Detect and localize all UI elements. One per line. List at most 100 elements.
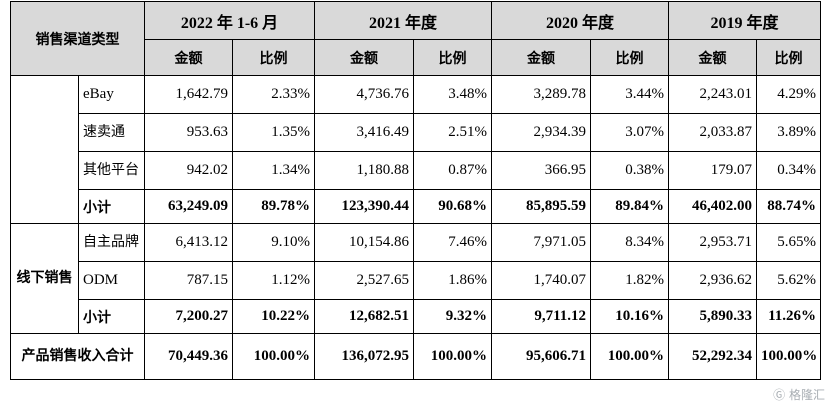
ratio-cell: 0.34%	[756, 151, 822, 190]
ratio-cell: 5.62%	[756, 261, 822, 300]
amount-cell: 9,711.12	[491, 299, 592, 334]
amount-cell: 2,934.39	[491, 113, 592, 152]
amount-cell: 2,527.65	[314, 261, 414, 300]
watermark-icon: Ⓖ	[773, 388, 786, 402]
amount-cell: 2,936.62	[668, 261, 758, 300]
amount-cell: 12,682.51	[314, 299, 414, 334]
amount-cell: 5,890.33	[668, 299, 758, 334]
ratio-cell: 5.65%	[756, 223, 822, 262]
offline-group-label: 线下销售	[10, 223, 79, 334]
amount-cell: 95,606.71	[491, 333, 592, 380]
table-row-aliexpress: 速卖通 953.63 1.35% 3,416.49 2.51% 2,934.39…	[11, 113, 822, 152]
header-amount: 金额	[314, 39, 414, 76]
channel-label: eBay	[78, 75, 145, 114]
amount-cell: 46,402.00	[668, 189, 758, 224]
amount-cell: 7,200.27	[144, 299, 233, 334]
amount-cell: 4,736.76	[314, 75, 414, 114]
ratio-cell: 1.34%	[232, 151, 315, 190]
ratio-cell: 90.68%	[412, 189, 493, 224]
header-period: 2019 年度	[668, 1, 822, 40]
header-amount: 金额	[668, 39, 758, 76]
table-row-odm: ODM 787.15 1.12% 2,527.65 1.86% 1,740.07…	[11, 261, 822, 300]
watermark-text: 格隆汇	[788, 388, 825, 402]
ratio-cell: 1.35%	[232, 113, 315, 152]
ratio-cell: 4.29%	[756, 75, 822, 114]
ratio-cell: 1.86%	[412, 261, 493, 300]
amount-cell: 3,416.49	[314, 113, 414, 152]
ratio-cell: 8.34%	[590, 223, 670, 262]
ratio-cell: 1.12%	[232, 261, 315, 300]
ratio-cell: 88.74%	[756, 189, 822, 224]
sales-channel-table: 销售渠道类型 2022 年 1-6 月 2021 年度 2020 年度 2019…	[10, 1, 822, 380]
header-ratio: 比例	[590, 39, 670, 76]
header-amount: 金额	[491, 39, 592, 76]
ratio-cell: 100.00%	[232, 333, 315, 380]
header-period: 2020 年度	[491, 1, 670, 40]
amount-cell: 179.07	[668, 151, 758, 190]
header-amount: 金额	[144, 39, 233, 76]
ratio-cell: 100.00%	[412, 333, 493, 380]
subtotal-label: 小计	[78, 189, 145, 224]
ratio-cell: 2.51%	[412, 113, 493, 152]
channel-label: ODM	[78, 261, 145, 300]
ratio-cell: 9.32%	[412, 299, 493, 334]
ratio-cell: 3.89%	[756, 113, 822, 152]
amount-cell: 2,033.87	[668, 113, 758, 152]
table-row-own-brand: 线下销售 自主品牌 6,413.12 9.10% 10,154.86 7.46%…	[10, 223, 822, 334]
header-row-measures: 金额 比例 金额 比例 金额 比例 金额 比例	[11, 39, 822, 76]
table-row-other-platforms: 其他平台 942.02 1.34% 1,180.88 0.87% 366.95 …	[11, 151, 822, 190]
ratio-cell: 10.22%	[232, 299, 315, 334]
amount-cell: 136,072.95	[314, 333, 414, 380]
amount-cell: 6,413.12	[144, 223, 233, 262]
table-row-grand-total: 产品销售收入合计 70,449.36 100.00% 136,072.95 10…	[10, 333, 822, 380]
amount-cell: 85,895.59	[491, 189, 592, 224]
header-ratio: 比例	[756, 39, 822, 76]
amount-cell: 2,243.01	[668, 75, 758, 114]
ratio-cell: 89.84%	[590, 189, 670, 224]
amount-cell: 52,292.34	[668, 333, 758, 380]
ratio-cell: 3.48%	[412, 75, 493, 114]
amount-cell: 1,642.79	[144, 75, 233, 114]
ratio-cell: 100.00%	[756, 333, 822, 380]
watermark-logo: Ⓖ 格隆汇	[773, 386, 825, 403]
ratio-cell: 0.38%	[590, 151, 670, 190]
ratio-cell: 3.44%	[590, 75, 670, 114]
amount-cell: 1,180.88	[314, 151, 414, 190]
amount-cell: 7,971.05	[491, 223, 592, 262]
header-row-periods: 销售渠道类型 2022 年 1-6 月 2021 年度 2020 年度 2019…	[10, 1, 822, 76]
ratio-cell: 11.26%	[756, 299, 822, 334]
table-row-offline-subtotal: 小计 7,200.27 10.22% 12,682.51 9.32% 9,711…	[11, 299, 822, 334]
channel-label: 速卖通	[78, 113, 145, 152]
channel-label: 其他平台	[78, 151, 145, 190]
amount-cell: 2,953.71	[668, 223, 758, 262]
ratio-cell: 0.87%	[412, 151, 493, 190]
ratio-cell: 2.33%	[232, 75, 315, 114]
table-row-online-subtotal: 小计 63,249.09 89.78% 123,390.44 90.68% 85…	[11, 189, 822, 224]
ratio-cell: 9.10%	[232, 223, 315, 262]
header-ratio: 比例	[232, 39, 315, 76]
ratio-cell: 10.16%	[590, 299, 670, 334]
ratio-cell: 1.82%	[590, 261, 670, 300]
ratio-cell: 89.78%	[232, 189, 315, 224]
grand-total-label: 产品销售收入合计	[10, 333, 145, 380]
header-period: 2021 年度	[313, 1, 493, 40]
amount-cell: 953.63	[144, 113, 233, 152]
amount-cell: 70,449.36	[144, 333, 233, 380]
ratio-cell: 3.07%	[590, 113, 670, 152]
ratio-cell: 7.46%	[412, 223, 493, 262]
header-channel-type: 销售渠道类型	[10, 1, 145, 76]
amount-cell: 3,289.78	[491, 75, 592, 114]
amount-cell: 942.02	[144, 151, 233, 190]
subtotal-label: 小计	[78, 299, 145, 334]
amount-cell: 10,154.86	[314, 223, 414, 262]
amount-cell: 63,249.09	[144, 189, 233, 224]
online-group-cell	[10, 75, 79, 224]
ratio-cell: 100.00%	[590, 333, 670, 380]
header-period: 2022 年 1-6 月	[144, 1, 315, 40]
amount-cell: 1,740.07	[491, 261, 592, 300]
amount-cell: 123,390.44	[314, 189, 414, 224]
header-ratio: 比例	[412, 39, 493, 76]
table-row-ebay: eBay 1,642.79 2.33% 4,736.76 3.48% 3,289…	[10, 75, 822, 224]
channel-label: 自主品牌	[78, 223, 145, 262]
amount-cell: 366.95	[491, 151, 592, 190]
